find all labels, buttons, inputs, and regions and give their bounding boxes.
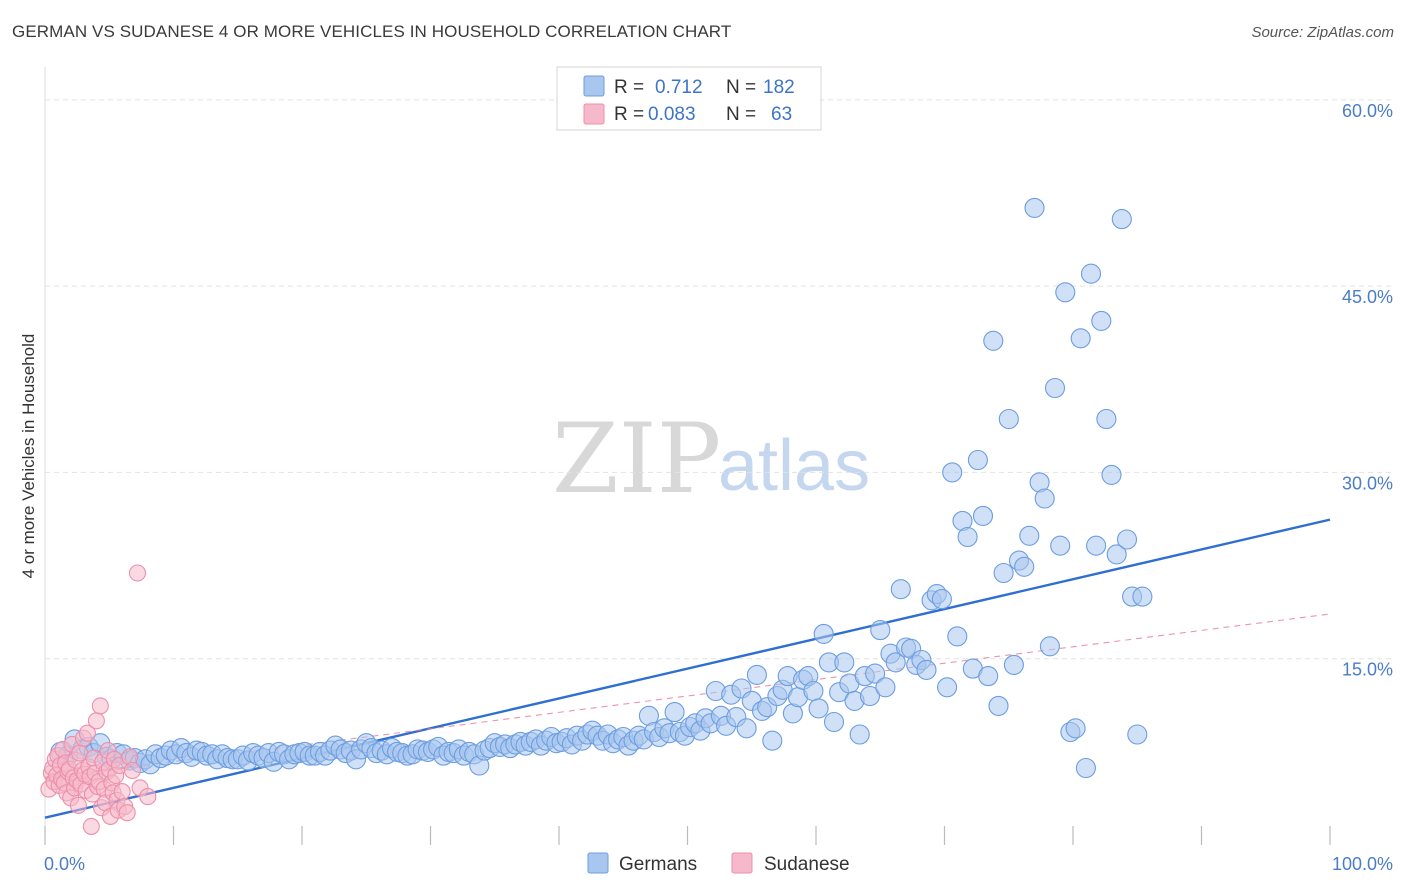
german-point: [1055, 282, 1076, 303]
german-point: [937, 677, 958, 698]
german-point: [1034, 488, 1055, 509]
series-legend: Germans Sudanese: [587, 852, 850, 875]
german-point: [1039, 636, 1060, 657]
grid-lines: [45, 99, 1395, 660]
german-point: [813, 623, 834, 644]
y-tick-label: 60.0%: [1342, 101, 1393, 121]
german-point: [1003, 654, 1024, 675]
sudanese-point: [78, 724, 96, 742]
german-point: [1116, 529, 1138, 550]
legend-r-label-germans: R =: [614, 77, 644, 98]
legend-n-label-sudanese: N =: [726, 104, 756, 125]
germans-trend-line: [44, 518, 1331, 819]
german-point: [993, 562, 1014, 584]
german-point: [834, 652, 855, 673]
german-point: [1075, 757, 1096, 779]
sudanese-point: [69, 796, 87, 814]
german-point: [998, 408, 1019, 430]
german-point: [942, 462, 963, 483]
german-point: [947, 626, 968, 647]
german-point: [859, 685, 881, 707]
bottom-legend-label-sudanese: Sudanese: [764, 854, 850, 875]
german-point: [1080, 263, 1102, 284]
sudanese-point: [91, 697, 109, 715]
legend-swatch-sudanese: [583, 103, 605, 125]
sudanese-point: [82, 817, 100, 835]
legend-swatch-germans: [583, 75, 605, 97]
y-tick-label: 15.0%: [1342, 660, 1393, 680]
german-point: [978, 666, 999, 687]
german-point: [988, 695, 1009, 716]
axes: [44, 67, 1331, 845]
german-point: [1024, 197, 1045, 218]
correlation-legend: R = 0.712 N = 182 R = 0.083 N = 63: [556, 66, 822, 131]
legend-n-label-germans: N =: [726, 77, 756, 98]
german-point: [762, 730, 783, 751]
german-point: [931, 589, 952, 610]
german-point: [957, 526, 978, 548]
sudanese-point: [87, 712, 105, 730]
german-point: [865, 663, 886, 684]
german-point: [1050, 535, 1071, 556]
german-point: [746, 664, 767, 685]
chart-title: GERMAN VS SUDANESE 4 OR MORE VEHICLES IN…: [12, 22, 732, 41]
sudanese-point: [139, 788, 157, 806]
german-point: [803, 680, 824, 702]
german-point: [1065, 718, 1086, 739]
y-tick-label: 30.0%: [1342, 473, 1393, 493]
x-tick-label-min: 0.0%: [44, 854, 85, 874]
source-credit: Source: ZipAtlas.com: [1251, 24, 1394, 41]
german-point: [875, 677, 896, 698]
legend-r-label-sudanese: R =: [614, 104, 644, 125]
german-point: [885, 652, 906, 673]
german-point: [890, 579, 911, 600]
german-point: [870, 620, 891, 641]
sudanese-point: [128, 564, 147, 582]
data-points: [40, 197, 1153, 835]
german-point: [1132, 586, 1153, 607]
german-point: [972, 505, 994, 526]
german-point: [1096, 408, 1117, 430]
sudanese-point: [118, 804, 136, 822]
y-tick-label: 45.0%: [1342, 287, 1393, 307]
legend-r-value-sudanese: 0.083: [648, 104, 696, 125]
watermark-zip: ZIP: [552, 403, 721, 515]
german-point: [1044, 377, 1066, 399]
german-point: [1091, 310, 1112, 331]
german-point: [1014, 556, 1035, 577]
legend-n-value-germans: 182: [763, 77, 795, 98]
german-point: [1127, 724, 1148, 745]
german-point: [736, 718, 757, 739]
y-axis-label: 4 or more Vehicles in Household: [19, 334, 38, 579]
legend-n-value-sudanese: 63: [771, 104, 792, 125]
german-point: [664, 702, 685, 723]
tick-labels: 15.0% 30.0% 45.0% 60.0% 0.0% 100.0%: [44, 101, 1393, 874]
sudanese-point: [123, 761, 141, 780]
german-point: [849, 724, 870, 745]
x-tick-label-max: 100.0%: [1332, 854, 1393, 874]
german-point: [967, 449, 988, 471]
german-point: [916, 659, 937, 680]
german-point: [823, 711, 845, 733]
bottom-legend-swatch-sudanese: [731, 852, 753, 874]
german-point: [1106, 544, 1127, 565]
sudanese-trend-line: [44, 613, 1331, 779]
german-point: [983, 330, 1004, 351]
german-point: [1101, 464, 1122, 485]
german-point: [1086, 535, 1107, 556]
bottom-legend-swatch-germans: [587, 852, 609, 874]
trend-lines: [44, 518, 1331, 819]
german-point: [808, 698, 829, 719]
legend-r-value-germans: 0.712: [655, 77, 703, 98]
watermark-atlas: atlas: [718, 426, 870, 506]
bottom-legend-label-germans: Germans: [619, 854, 697, 875]
sudanese-point: [113, 783, 131, 801]
german-point: [1070, 328, 1091, 349]
german-point: [1019, 525, 1040, 546]
german-point: [1111, 209, 1132, 230]
